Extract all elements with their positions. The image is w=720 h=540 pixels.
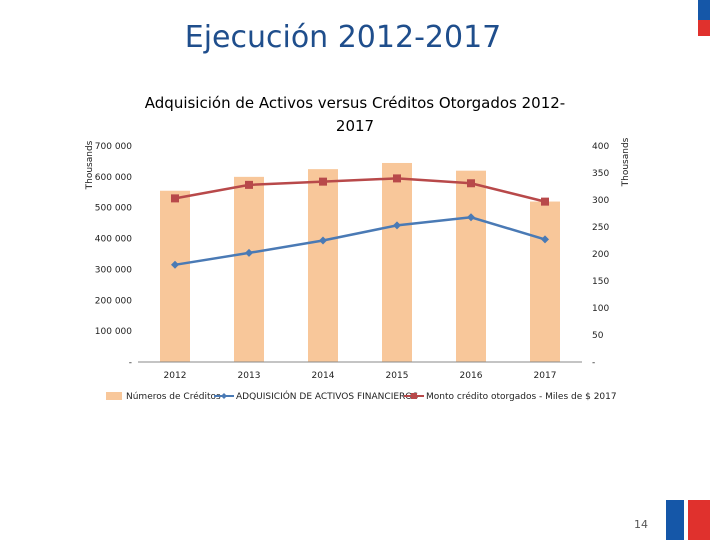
right-tick-label: 200 [592, 250, 609, 260]
page-number: 14 [634, 518, 648, 531]
acquisition-point [319, 236, 327, 245]
credit-amount-point [541, 197, 549, 206]
left-tick-label: 100 000 [95, 327, 132, 337]
right-tick-label: 300 [592, 196, 609, 206]
left-tick-label: 300 000 [95, 265, 132, 275]
legend-swatch-bars [106, 392, 122, 400]
bar [382, 162, 412, 362]
legend-label-bars: Números de Créditos [126, 391, 221, 402]
right-tick-label: 250 [592, 223, 609, 233]
right-tick-label: 350 [592, 169, 609, 179]
left-tick-label: 700 000 [95, 142, 132, 152]
x-axis-ticks: 2012 2013 2014 2015 2016 2017 [164, 371, 557, 381]
acquisition-point [541, 235, 549, 244]
acquisition-line [174, 216, 546, 267]
x-tick-label: 2013 [238, 371, 261, 381]
legend-label-credit-amount: Monto crédito otorgados - Miles de $ 201… [426, 391, 617, 402]
left-tick-label: 400 000 [95, 235, 132, 245]
acquisition-point [245, 248, 253, 257]
right-tick-label: - [592, 358, 595, 368]
credit-amount-point [171, 194, 179, 203]
chart-title-line-2: 2017 [335, 117, 375, 135]
bar [456, 170, 486, 362]
right-tick-label: 150 [592, 277, 609, 287]
legend-marker-acquisition [221, 393, 227, 399]
right-tick-label: 100 [592, 304, 609, 314]
x-tick-label: 2012 [164, 371, 187, 381]
brand-stripe-blue-top [698, 0, 710, 20]
left-tick-label: 200 000 [95, 296, 132, 306]
credit-amount-point [319, 177, 327, 186]
right-tick-label: 400 [592, 142, 609, 152]
line-series [171, 174, 549, 269]
brand-stripe-blue-bottom [666, 500, 684, 540]
x-tick-label: 2015 [386, 371, 409, 381]
right-axis-ticks: - 50 100 150 200 250 300 350 400 [592, 142, 609, 368]
right-tick-label: 50 [592, 331, 604, 341]
legend: Números de Créditos ADQUISICIÓN DE ACTIVO… [106, 390, 617, 402]
acquisition-point [393, 221, 401, 230]
x-tick-label: 2014 [312, 371, 335, 381]
brand-stripe-red-bottom [688, 500, 710, 540]
left-tick-label: - [129, 358, 132, 368]
x-tick-label: 2017 [534, 371, 557, 381]
acquisition-point [171, 260, 179, 269]
bar-series [160, 162, 560, 362]
slide-title: Ejecución 2012-2017 [184, 20, 502, 55]
chart-title-line-1: Adquisición de Activos versus Créditos O… [144, 94, 566, 112]
legend-label-acquisition: ADQUISICIÓN DE ACTIVOS FINANCIEROS [236, 390, 418, 402]
left-tick-label: 600 000 [95, 173, 132, 183]
chart-title: Adquisición de Activos versus Créditos O… [120, 92, 590, 138]
x-tick-label: 2016 [460, 371, 483, 381]
right-axis-unit-label: Thousands [621, 137, 631, 187]
credit-amount-point [393, 174, 401, 183]
left-tick-label: 500 000 [95, 204, 132, 214]
bar [308, 169, 338, 362]
left-axis-ticks: - 100 000 200 000 300 000 400 000 500 000 600 … [95, 142, 132, 368]
credit-amount-point [467, 179, 475, 188]
bar [530, 201, 560, 362]
legend-marker-credit-amount [411, 393, 417, 399]
credit-amount-point [245, 180, 253, 189]
left-axis-unit-label: Thousands [85, 140, 95, 190]
acquisition-point [467, 213, 475, 222]
bar [234, 176, 264, 362]
credit-amount-line [174, 177, 546, 203]
bar [160, 190, 190, 362]
